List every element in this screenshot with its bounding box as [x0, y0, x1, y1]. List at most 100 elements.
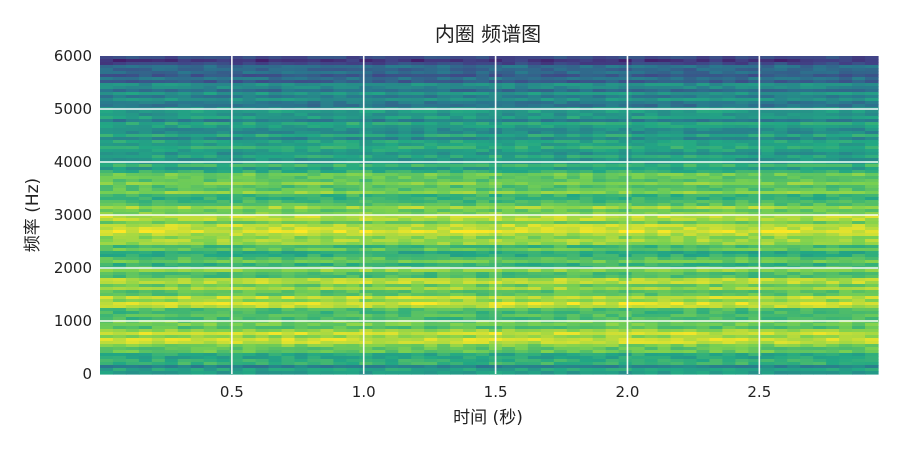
heatmap-cell	[151, 224, 166, 228]
heatmap-cell	[631, 209, 646, 213]
heatmap-cell	[268, 236, 283, 240]
heatmap-cell	[320, 194, 334, 198]
heatmap-cell	[333, 149, 347, 153]
heatmap-cell	[761, 65, 775, 69]
heatmap-cell	[333, 218, 347, 222]
heatmap-cell	[514, 260, 529, 264]
heatmap-cell	[527, 152, 542, 156]
heatmap-cell	[268, 227, 283, 231]
heatmap-cell	[865, 212, 879, 216]
heatmap-cell	[125, 170, 140, 174]
heatmap-cell	[527, 209, 542, 213]
heatmap-cell	[281, 296, 296, 300]
heatmap-cell	[852, 185, 866, 189]
heatmap-cell	[761, 101, 775, 105]
heatmap-cell	[618, 218, 633, 222]
heatmap-cell	[501, 206, 516, 210]
heatmap-cell	[398, 278, 412, 282]
heatmap-cell	[437, 302, 451, 306]
heatmap-cell	[138, 296, 153, 300]
heatmap-cell	[722, 98, 736, 102]
heatmap-cell	[100, 224, 114, 228]
heatmap-cell	[424, 95, 438, 99]
heatmap-cell	[242, 203, 257, 207]
heatmap-cell	[112, 128, 127, 132]
heatmap-cell	[100, 236, 114, 240]
heatmap-cell	[735, 299, 749, 303]
heatmap-cell	[346, 278, 360, 282]
heatmap-cell	[112, 59, 127, 63]
heatmap-cell	[333, 248, 347, 252]
heatmap-cell	[437, 281, 451, 285]
heatmap-cell	[592, 230, 607, 234]
heatmap-cell	[540, 260, 555, 264]
heatmap-cell	[683, 245, 698, 249]
heatmap-cell	[735, 182, 749, 186]
heatmap-cell	[813, 158, 827, 162]
heatmap-cell	[735, 164, 749, 168]
heatmap-cell	[735, 119, 749, 123]
heatmap-cell	[540, 242, 555, 246]
heatmap-cell	[501, 143, 516, 147]
heatmap-cell	[618, 158, 633, 162]
heatmap-cell	[787, 98, 801, 102]
heatmap-cell	[670, 191, 685, 195]
heatmap-cell	[268, 287, 283, 291]
heatmap-cell	[553, 59, 568, 63]
heatmap-cell	[151, 158, 166, 162]
heatmap-cell	[696, 59, 711, 63]
heatmap-cell	[203, 77, 218, 81]
heatmap-cell	[774, 224, 788, 228]
heatmap-cell	[151, 113, 166, 117]
heatmap-cell	[411, 239, 425, 243]
heatmap-cell	[813, 125, 827, 129]
heatmap-cell	[553, 182, 568, 186]
heatmap-cell	[579, 131, 594, 135]
heatmap-cell	[229, 104, 244, 108]
heatmap-cell	[411, 92, 425, 96]
heatmap-cell	[359, 80, 373, 84]
heatmap-cell	[735, 116, 749, 120]
heatmap-cell	[618, 296, 633, 300]
heatmap-cell	[696, 221, 711, 225]
heatmap-cell	[346, 119, 360, 123]
heatmap-cell	[722, 152, 736, 156]
heatmap-cell	[346, 206, 360, 210]
heatmap-cell	[463, 176, 477, 180]
heatmap-cell	[346, 215, 360, 219]
heatmap-cell	[190, 245, 205, 249]
heatmap-cell	[670, 86, 685, 90]
heatmap-cell	[696, 248, 711, 252]
heatmap-cell	[463, 56, 477, 60]
heatmap-cell	[385, 134, 399, 138]
heatmap-cell	[813, 86, 827, 90]
heatmap-cell	[203, 113, 218, 117]
heatmap-cell	[463, 95, 477, 99]
heatmap-cell	[411, 203, 425, 207]
heatmap-cell	[100, 113, 114, 117]
heatmap-cell	[307, 176, 322, 180]
heatmap-cell	[657, 215, 672, 219]
heatmap-cell	[787, 101, 801, 105]
heatmap-cell	[281, 89, 296, 93]
heatmap-cell	[592, 131, 607, 135]
heatmap-cell	[164, 173, 179, 177]
heatmap-cell	[320, 71, 334, 75]
heatmap-cell	[424, 152, 438, 156]
heatmap-cell	[501, 122, 516, 126]
heatmap-cell	[229, 134, 244, 138]
heatmap-cell	[644, 302, 659, 306]
heatmap-cell	[553, 74, 568, 78]
heatmap-cell	[605, 173, 620, 177]
heatmap-cell	[359, 128, 373, 132]
heatmap-cell	[177, 206, 192, 210]
heatmap-cell	[787, 185, 801, 189]
heatmap-cell	[761, 149, 775, 153]
heatmap-cell	[450, 59, 464, 63]
heatmap-cell	[540, 278, 555, 282]
heatmap-cell	[852, 206, 866, 210]
heatmap-cell	[813, 242, 827, 246]
heatmap-cell	[618, 164, 633, 168]
heatmap-cell	[579, 83, 594, 87]
heatmap-cell	[437, 83, 451, 87]
